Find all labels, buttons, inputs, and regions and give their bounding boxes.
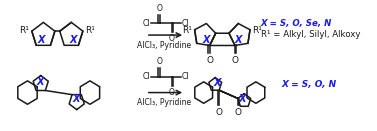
Text: X: X	[234, 35, 242, 45]
Text: O: O	[206, 56, 213, 65]
Text: R¹: R¹	[20, 26, 29, 35]
Text: R¹ = Alkyl, Silyl, Alkoxy: R¹ = Alkyl, Silyl, Alkoxy	[261, 30, 360, 39]
Text: O: O	[157, 4, 163, 13]
Text: X = S, O, Se, N: X = S, O, Se, N	[261, 19, 332, 28]
Text: O: O	[157, 57, 163, 66]
Text: Cl: Cl	[143, 19, 150, 28]
Text: O: O	[169, 34, 175, 43]
Text: X: X	[203, 35, 210, 45]
Text: AlCl₃, Pyridine: AlCl₃, Pyridine	[138, 41, 192, 50]
Text: O: O	[169, 88, 175, 97]
Text: R¹: R¹	[85, 26, 95, 35]
Text: O: O	[231, 56, 239, 65]
Text: R¹: R¹	[252, 26, 262, 35]
Text: X = S, O, N: X = S, O, N	[281, 80, 336, 89]
Text: Cl: Cl	[181, 72, 189, 81]
Text: O: O	[234, 108, 241, 117]
Text: X: X	[73, 94, 80, 104]
Text: X: X	[37, 77, 44, 87]
Text: X: X	[213, 78, 221, 88]
Text: AlCl₃, Pyridine: AlCl₃, Pyridine	[138, 98, 192, 107]
Text: X: X	[38, 35, 45, 45]
Text: Cl: Cl	[181, 19, 189, 28]
Text: X: X	[239, 94, 246, 104]
Text: Cl: Cl	[143, 72, 150, 81]
Text: R¹: R¹	[182, 26, 193, 35]
Text: O: O	[216, 108, 223, 117]
Text: X: X	[69, 35, 77, 45]
